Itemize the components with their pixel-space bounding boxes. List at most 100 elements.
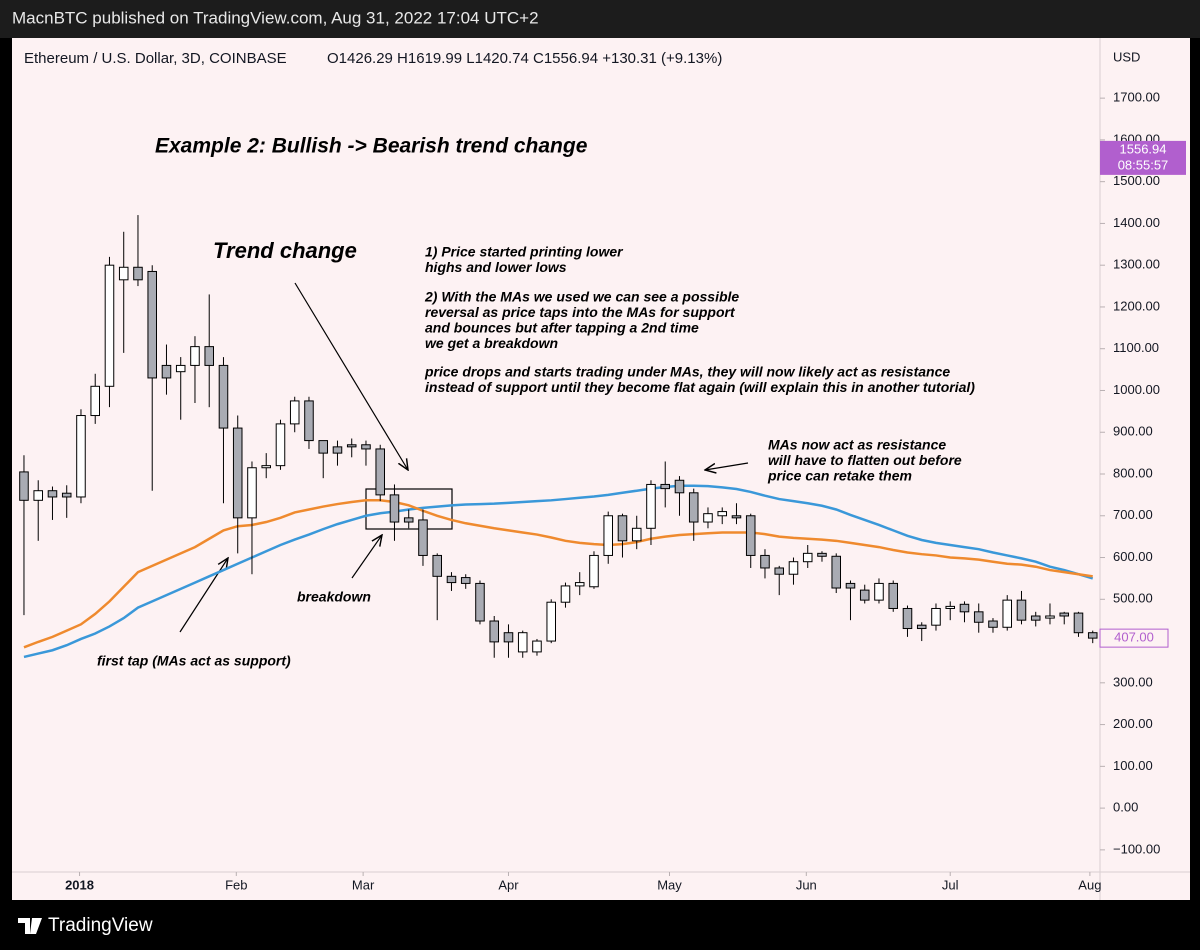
y-tick-label: 1500.00 (1113, 173, 1160, 188)
brand: TradingView (48, 915, 153, 936)
candle-body (831, 555, 842, 589)
annotation: MAs now act as resistance (768, 437, 946, 453)
candle-body (1016, 599, 1027, 621)
candle-body (261, 465, 271, 469)
arrows (179, 282, 749, 633)
symbol: Ethereum / U.S. Dollar, 3D, COINBASE (24, 50, 287, 67)
candle-body (760, 554, 770, 569)
y-tick-label: 1100.00 (1113, 340, 1159, 355)
brand-logo (18, 918, 42, 934)
publisher: MacnBTC published on TradingView.com, Au… (12, 8, 539, 27)
x-tick-label: Jul (942, 877, 959, 892)
candle-body (774, 567, 785, 575)
highlight-box (365, 488, 453, 530)
moving-average (23, 484, 1094, 659)
y-tick-label: 500.00 (1113, 591, 1153, 606)
candle-body (332, 446, 343, 454)
candle-body (546, 601, 557, 642)
candle-body (232, 427, 243, 519)
plot-area (19, 215, 1098, 659)
y-tick-label: −100.00 (1113, 841, 1160, 856)
candle-body (674, 479, 685, 494)
x-tick-label: May (657, 877, 682, 892)
x-tick-label: Jun (796, 877, 817, 892)
y-tick-label: 1000.00 (1113, 382, 1160, 397)
candle-body (902, 607, 913, 630)
candle-body (703, 513, 713, 523)
candle-body (503, 632, 514, 643)
last-price: 1556.94 (1120, 141, 1167, 156)
y-tick-label: 300.00 (1113, 674, 1153, 689)
candle-body (318, 440, 328, 454)
candle-body (916, 624, 927, 630)
candle-body (432, 554, 442, 577)
annotation: breakdown (297, 589, 371, 605)
candle-body (617, 515, 628, 542)
candle-body (147, 270, 157, 379)
countdown: 08:55:57 (1118, 157, 1169, 172)
annotation: price drops and starts trading under MAs… (424, 364, 950, 380)
candle-body (90, 385, 100, 417)
annotation: highs and lower lows (425, 259, 567, 275)
candle-body (418, 519, 428, 556)
candle-body (1030, 615, 1041, 621)
candle-body (275, 423, 286, 467)
candle-body (204, 346, 214, 366)
candle-body (688, 492, 699, 523)
candle-body (33, 490, 43, 501)
candle-body (660, 483, 671, 490)
moving-average (23, 499, 1093, 649)
candle-body (631, 527, 642, 542)
y-tick-label: 200.00 (1113, 716, 1153, 731)
candle-body (802, 552, 813, 563)
candle-body (133, 266, 143, 281)
annotation: price can retake them (767, 468, 912, 484)
currency: USD (1113, 49, 1140, 64)
candle-body (161, 364, 172, 379)
y-tick-label: 800.00 (1113, 465, 1153, 480)
candle-body (361, 444, 371, 450)
candle-body (988, 620, 998, 628)
candle-body (403, 517, 414, 523)
ohlc-legend: O1426.29 H1619.99 L1420.74 C1556.94 +130… (327, 50, 722, 67)
candle-body (1045, 615, 1055, 619)
annotation: 2) With the MAs we used we can see a pos… (424, 289, 739, 305)
candle-body (532, 640, 542, 653)
x-tick-label: Apr (498, 877, 519, 892)
annotation: reversal as price taps into the MAs for … (425, 304, 736, 320)
annotation: instead of support until they become fla… (425, 379, 975, 395)
y-tick-label: 700.00 (1113, 507, 1153, 522)
candle-body (646, 483, 656, 529)
y-tick-label: 600.00 (1113, 549, 1153, 564)
candle-body (517, 632, 528, 653)
arrow (351, 535, 382, 579)
candle-body (489, 620, 500, 643)
candle-body (973, 611, 984, 623)
candle-body (788, 561, 799, 575)
y-tick-label: 100.00 (1113, 758, 1153, 773)
price-marker: 407.00 (1114, 630, 1154, 645)
annotation: will have to flatten out before (768, 452, 962, 468)
y-tick-label: 1300.00 (1113, 257, 1160, 272)
candle-body (745, 515, 756, 556)
candle-body (460, 577, 471, 584)
candle-body (247, 467, 257, 519)
candle-body (845, 582, 856, 589)
candle-body (61, 492, 72, 498)
candle-body (1073, 612, 1084, 634)
candle-body (375, 448, 385, 496)
candle-body (731, 515, 742, 519)
chart-background (12, 38, 1190, 900)
candle-body (589, 554, 599, 588)
candle-body (190, 346, 200, 366)
candle-body (931, 607, 941, 626)
annotation: 1) Price started printing lower (425, 244, 624, 260)
candle-body (118, 266, 129, 281)
footer (0, 900, 1200, 950)
candle-body (475, 582, 485, 622)
chart-title: Example 2: Bullish -> Bearish trend chan… (155, 135, 588, 158)
candle-body (817, 552, 827, 557)
candle-body (389, 494, 400, 523)
arrow (294, 282, 408, 470)
